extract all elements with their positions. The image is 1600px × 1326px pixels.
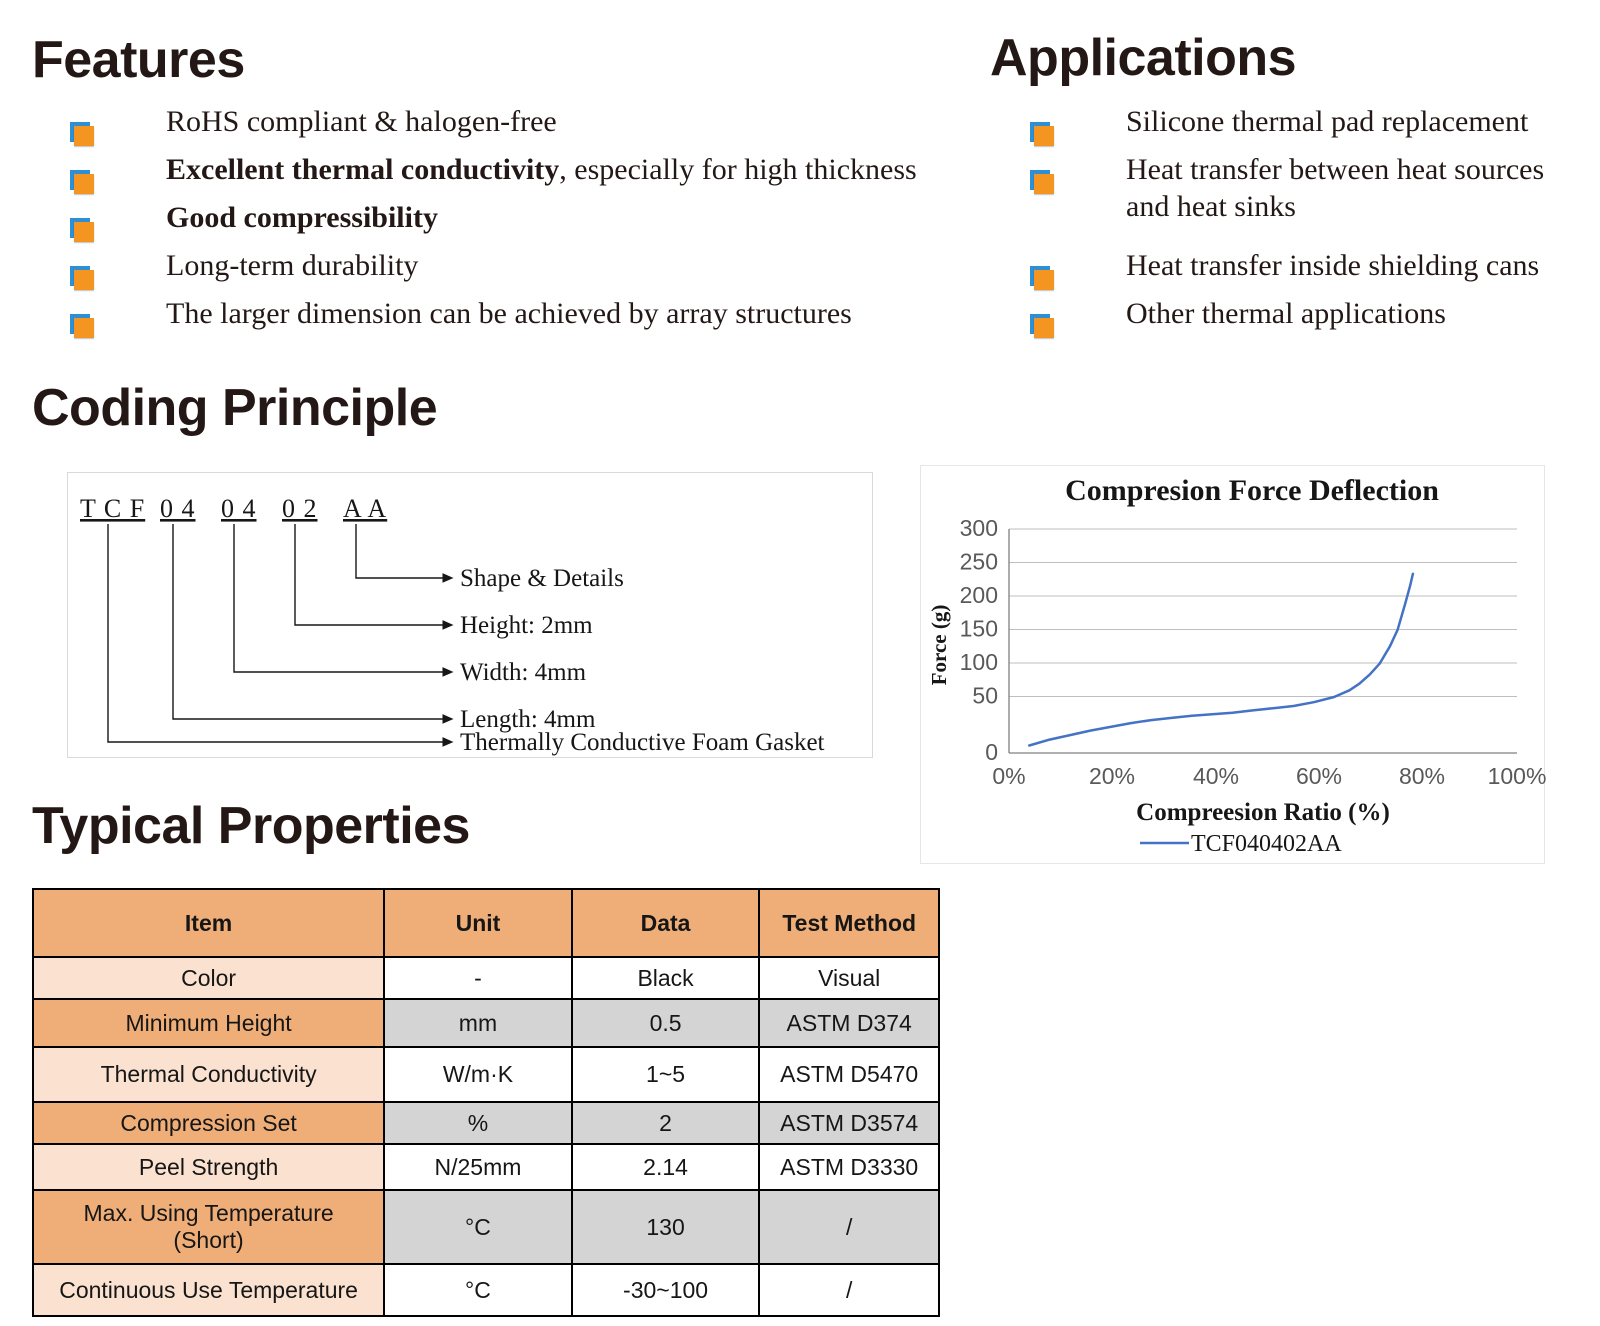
svg-text:Compreesion Ratio (%): Compreesion Ratio (%) [1136, 799, 1390, 826]
svg-text:0%: 0% [992, 763, 1025, 789]
svg-text:50: 50 [972, 683, 998, 709]
svg-text:80%: 80% [1399, 763, 1445, 789]
svg-text:40%: 40% [1193, 763, 1239, 789]
svg-text:20%: 20% [1089, 763, 1135, 789]
svg-text:250: 250 [960, 549, 998, 575]
svg-text:100: 100 [960, 649, 998, 675]
svg-text:100%: 100% [1488, 763, 1547, 789]
svg-text:200: 200 [960, 582, 998, 608]
svg-text:TCF040402AA: TCF040402AA [1191, 831, 1342, 857]
svg-text:Compresion Force Deflection: Compresion Force Deflection [1065, 474, 1439, 507]
svg-text:150: 150 [960, 616, 998, 642]
svg-text:300: 300 [960, 515, 998, 541]
svg-text:60%: 60% [1296, 763, 1342, 789]
svg-text:Force (g): Force (g) [927, 605, 951, 686]
svg-text:0: 0 [985, 739, 998, 765]
